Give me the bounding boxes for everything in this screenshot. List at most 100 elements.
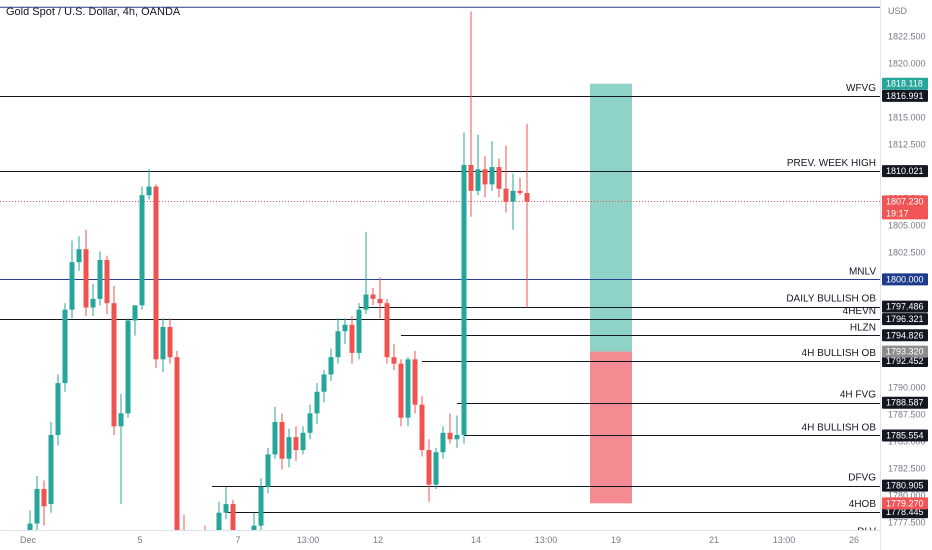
candle: [293, 426, 299, 461]
candle-body: [475, 169, 481, 191]
candle-body: [440, 432, 446, 453]
candle: [41, 480, 47, 526]
candle: [34, 475, 40, 530]
candle: [125, 318, 131, 418]
level-badge-3-text: 1797.486: [886, 302, 924, 312]
candle-body: [41, 488, 47, 507]
candle-body: [468, 164, 474, 191]
candle: [104, 255, 110, 314]
candle: [183, 514, 185, 530]
candle-body: [300, 432, 306, 451]
y-tick-label: 1787.500: [888, 409, 926, 419]
candle-body: [356, 309, 362, 353]
candle: [461, 132, 467, 444]
candle: [153, 184, 159, 368]
y-tick-label: 1820.000: [888, 58, 926, 68]
candle: [482, 156, 488, 198]
y-tick-label: 1815.000: [888, 112, 926, 122]
candle-body: [489, 167, 495, 185]
candle: [314, 383, 320, 425]
candle: [433, 447, 439, 489]
candle: [510, 173, 516, 230]
level-badge-10-text: 1778.445: [886, 507, 924, 517]
candle-body: [69, 262, 75, 310]
level-badge-6: 1792.452: [882, 354, 928, 367]
extra-badge-0: 1818.118: [882, 77, 928, 90]
stop-zone: [590, 351, 632, 504]
level-label-9: DFVG: [848, 473, 876, 484]
candle-body: [482, 169, 488, 185]
candle: [335, 318, 341, 364]
candle: [83, 229, 89, 317]
x-tick-label: 26: [849, 535, 859, 545]
candle-body: [349, 324, 355, 353]
level-badge-1-bg: [882, 165, 928, 178]
candle: [174, 350, 180, 530]
candle-body: [328, 357, 334, 375]
candle: [328, 348, 334, 381]
candle-body: [517, 190, 523, 194]
candle: [286, 428, 292, 468]
candle-body: [286, 437, 292, 459]
level-badge-8-bg: [882, 429, 928, 442]
x-tick-label: 19: [611, 535, 621, 545]
candle-body: [461, 164, 467, 435]
level-badge-8: 1785.554: [882, 429, 928, 442]
candle: [167, 318, 173, 364]
candle: [132, 305, 138, 336]
candle: [377, 277, 383, 319]
candle-body: [307, 413, 313, 433]
candle-body: [377, 298, 383, 304]
candle-body: [447, 432, 453, 440]
candle: [90, 283, 96, 317]
x-tick-label: 7: [235, 535, 240, 545]
candle: [524, 123, 530, 308]
y-tick-label: 1822.500: [888, 31, 926, 41]
x-tick-label: 13:00: [297, 535, 320, 545]
candle: [118, 393, 124, 505]
candle-body: [503, 188, 509, 202]
level-badge-9-text: 1780.905: [886, 481, 924, 491]
candle-body: [174, 357, 180, 530]
level-badge-5-text: 1794.826: [886, 330, 924, 340]
candle-body: [321, 374, 327, 392]
level-label-6: 4H BULLISH OB: [802, 348, 877, 359]
level-label-0: WFVG: [846, 83, 876, 94]
extra-badge-1: 1793.320: [882, 345, 928, 358]
candle: [223, 486, 229, 520]
candle-body: [34, 488, 40, 524]
candle-body: [426, 450, 432, 485]
current-price-badge-text: 1807.230: [886, 196, 924, 206]
candle: [55, 374, 61, 446]
y-tick-label: 1780.000: [888, 490, 926, 500]
candle: [160, 318, 166, 373]
chart-title: Gold Spot / U.S. Dollar, 4h, OANDA: [6, 6, 181, 18]
candle: [76, 236, 82, 271]
x-tick-label: 12: [373, 535, 383, 545]
time-axis: Dec 5 7 13:00 12 14 13:00 19 21 13:00 26: [0, 530, 880, 550]
candle-body: [118, 413, 124, 427]
candle: [426, 439, 432, 502]
extra-badge-2: 1779.270: [882, 497, 928, 510]
price-axis: USD1822.5001820.0001817.5001815.0001812.…: [880, 0, 932, 550]
candle-body: [419, 404, 425, 451]
candle: [300, 426, 306, 455]
level-badge-7-bg: [882, 396, 928, 409]
candle-body: [272, 421, 278, 455]
level-label-10: 4HOB: [849, 499, 877, 510]
level-badge-5: 1794.826: [882, 329, 928, 342]
x-tick-label: Dec: [20, 535, 37, 545]
candle-body: [251, 525, 257, 530]
y-tick-label: 1777.500: [888, 517, 926, 527]
candle-body: [48, 434, 54, 505]
candle: [440, 426, 446, 459]
candle: [398, 359, 404, 427]
level-badge-3-bg: [882, 300, 928, 313]
x-tick-label: 5: [137, 535, 142, 545]
level-badge-4-text: 1796.321: [886, 314, 924, 324]
candle: [216, 501, 222, 530]
candle: [370, 288, 376, 306]
candle-body: [391, 357, 397, 364]
candle-body: [363, 294, 369, 310]
